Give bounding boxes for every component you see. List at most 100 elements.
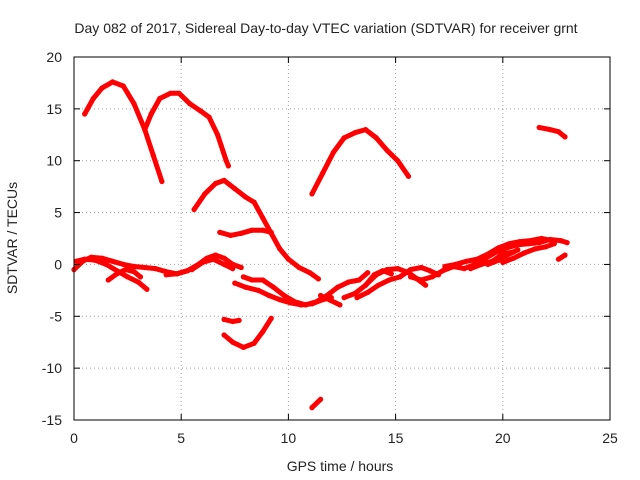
data-point [371, 272, 377, 278]
data-point [341, 135, 347, 141]
y-tick-label: -10 [42, 360, 62, 376]
x-tick-label: 20 [495, 430, 511, 446]
data-point [249, 277, 255, 283]
data-point [230, 266, 236, 272]
data-point [110, 79, 116, 85]
data-point [463, 258, 469, 264]
data-point [395, 266, 401, 272]
data-point [397, 274, 403, 280]
data-series-layer [71, 79, 570, 411]
y-tick-label: 15 [46, 101, 62, 117]
data-point [242, 284, 249, 290]
data-point [328, 298, 334, 304]
data-point [232, 186, 238, 192]
data-point [212, 252, 219, 258]
data-point [174, 271, 180, 277]
data-point [427, 268, 433, 274]
data-point [227, 232, 234, 238]
data-point [375, 282, 381, 288]
data-point [135, 279, 141, 285]
data-point [337, 302, 343, 308]
data-point [318, 396, 324, 402]
data-point [92, 257, 98, 263]
data-point [285, 256, 291, 262]
data-point [99, 255, 105, 261]
data-point [504, 252, 510, 258]
data-point [307, 270, 313, 276]
data-point [551, 241, 557, 247]
data-point [142, 127, 148, 133]
data-point [562, 134, 568, 140]
data-point [187, 101, 193, 107]
series-arc-23 [555, 252, 568, 262]
data-point [352, 290, 358, 297]
data-point [309, 301, 315, 307]
data-point [485, 251, 491, 257]
data-point [120, 83, 126, 89]
data-point [277, 297, 283, 303]
data-point [345, 279, 351, 285]
series-arc-21 [500, 241, 557, 265]
data-point [230, 339, 236, 345]
x-axis-title: GPS time / hours [287, 458, 394, 474]
x-tick-label: 0 [70, 430, 78, 446]
series-arc-25 [221, 316, 242, 325]
data-point [532, 246, 538, 252]
data-point [287, 300, 294, 306]
data-point [210, 256, 216, 262]
y-tick-label: 20 [46, 49, 62, 65]
data-point [555, 129, 562, 135]
data-point [120, 261, 126, 267]
data-point [200, 259, 206, 265]
data-point [418, 277, 424, 283]
data-point [517, 239, 523, 245]
data-point [440, 268, 446, 274]
data-point [236, 317, 242, 323]
data-point [131, 101, 137, 107]
series-arc-14 [318, 292, 343, 308]
series-line [536, 125, 568, 140]
x-tick-label: 10 [281, 430, 297, 446]
y-tick-label: -15 [42, 412, 62, 428]
data-point [110, 258, 116, 264]
series-arc-6 [536, 124, 568, 140]
data-point [260, 227, 266, 233]
data-point [240, 344, 246, 350]
data-point [242, 194, 249, 200]
data-point [150, 152, 156, 159]
data-point [363, 127, 369, 133]
y-axis-title: SDTVAR / TECUs [4, 182, 20, 294]
data-point [251, 199, 257, 205]
data-point [461, 266, 467, 272]
data-point [408, 267, 414, 273]
data-point [485, 261, 491, 267]
data-point [251, 340, 257, 346]
data-point [384, 147, 390, 153]
data-point [82, 256, 88, 262]
series-line [485, 247, 521, 267]
data-point [543, 244, 549, 250]
data-point [474, 256, 480, 262]
series-line [232, 280, 334, 308]
data-point [388, 271, 394, 277]
data-point [221, 316, 227, 322]
data-point [125, 274, 131, 280]
series-arc-2 [142, 90, 231, 169]
series-arc-17 [363, 268, 394, 288]
data-point [510, 255, 517, 261]
data-point [442, 263, 448, 270]
data-point [221, 332, 227, 338]
data-point [309, 405, 315, 411]
data-point [197, 108, 204, 114]
data-point [538, 235, 545, 242]
data-point [131, 269, 137, 275]
data-point [418, 264, 424, 271]
data-point [137, 274, 144, 280]
data-point [352, 130, 358, 136]
data-point [547, 127, 553, 133]
data-point [453, 261, 459, 267]
data-point [225, 163, 231, 169]
data-point [90, 95, 96, 102]
data-point [185, 268, 191, 274]
data-point [221, 255, 227, 261]
